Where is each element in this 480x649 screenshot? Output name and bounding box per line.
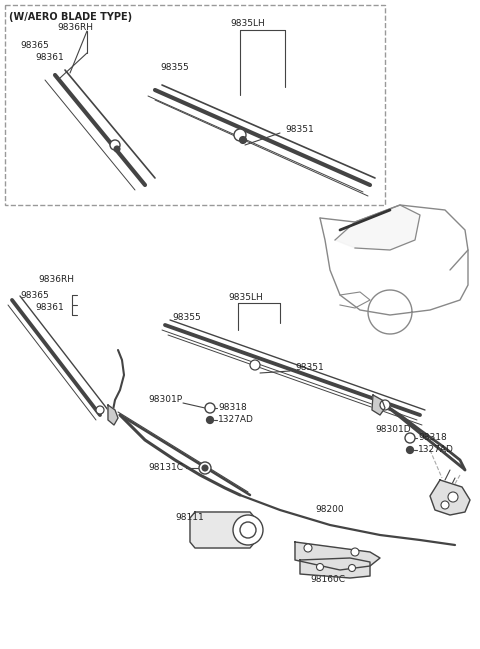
- Circle shape: [348, 565, 356, 572]
- Text: 9836RH: 9836RH: [57, 23, 93, 32]
- Text: 98365: 98365: [20, 291, 49, 299]
- Circle shape: [233, 515, 263, 545]
- Text: 98355: 98355: [160, 64, 189, 73]
- Text: 98365: 98365: [20, 40, 49, 49]
- Circle shape: [202, 465, 208, 471]
- Text: 98200: 98200: [315, 506, 344, 515]
- Circle shape: [240, 522, 256, 538]
- Polygon shape: [295, 542, 380, 570]
- Circle shape: [448, 492, 458, 502]
- Circle shape: [234, 129, 246, 141]
- Circle shape: [110, 140, 120, 150]
- Circle shape: [250, 360, 260, 370]
- Text: 9835LH: 9835LH: [228, 293, 263, 302]
- Text: 98131C: 98131C: [148, 463, 183, 472]
- Text: 98361: 98361: [35, 53, 64, 62]
- Text: 98160C: 98160C: [310, 576, 345, 585]
- Circle shape: [407, 447, 413, 454]
- Polygon shape: [108, 405, 118, 425]
- Polygon shape: [335, 205, 420, 250]
- Text: 98361: 98361: [35, 304, 64, 313]
- Text: 98111: 98111: [175, 513, 204, 522]
- Text: 1327AD: 1327AD: [218, 415, 254, 424]
- Text: 1327AD: 1327AD: [418, 445, 454, 454]
- Text: 98301P: 98301P: [148, 395, 182, 404]
- Circle shape: [351, 548, 359, 556]
- Polygon shape: [300, 558, 370, 578]
- Polygon shape: [190, 512, 255, 548]
- Text: (W/AERO BLADE TYPE): (W/AERO BLADE TYPE): [9, 12, 132, 22]
- Circle shape: [199, 462, 211, 474]
- Text: 98318: 98318: [218, 404, 247, 413]
- Text: 9836RH: 9836RH: [38, 275, 74, 284]
- Circle shape: [380, 400, 390, 410]
- Text: 98301D: 98301D: [375, 426, 410, 434]
- Text: 98351: 98351: [295, 363, 324, 373]
- Circle shape: [405, 433, 415, 443]
- Circle shape: [304, 544, 312, 552]
- Text: 98318: 98318: [418, 434, 447, 443]
- Polygon shape: [372, 395, 385, 415]
- Polygon shape: [430, 480, 470, 515]
- Circle shape: [240, 136, 247, 143]
- Circle shape: [96, 406, 104, 414]
- Circle shape: [206, 417, 214, 424]
- Circle shape: [316, 563, 324, 570]
- Text: 98355: 98355: [172, 313, 201, 323]
- Bar: [5, 5, 385, 205]
- Text: 98351: 98351: [285, 125, 314, 134]
- Circle shape: [114, 146, 120, 152]
- Circle shape: [205, 403, 215, 413]
- Circle shape: [441, 501, 449, 509]
- Text: 9835LH: 9835LH: [230, 19, 265, 27]
